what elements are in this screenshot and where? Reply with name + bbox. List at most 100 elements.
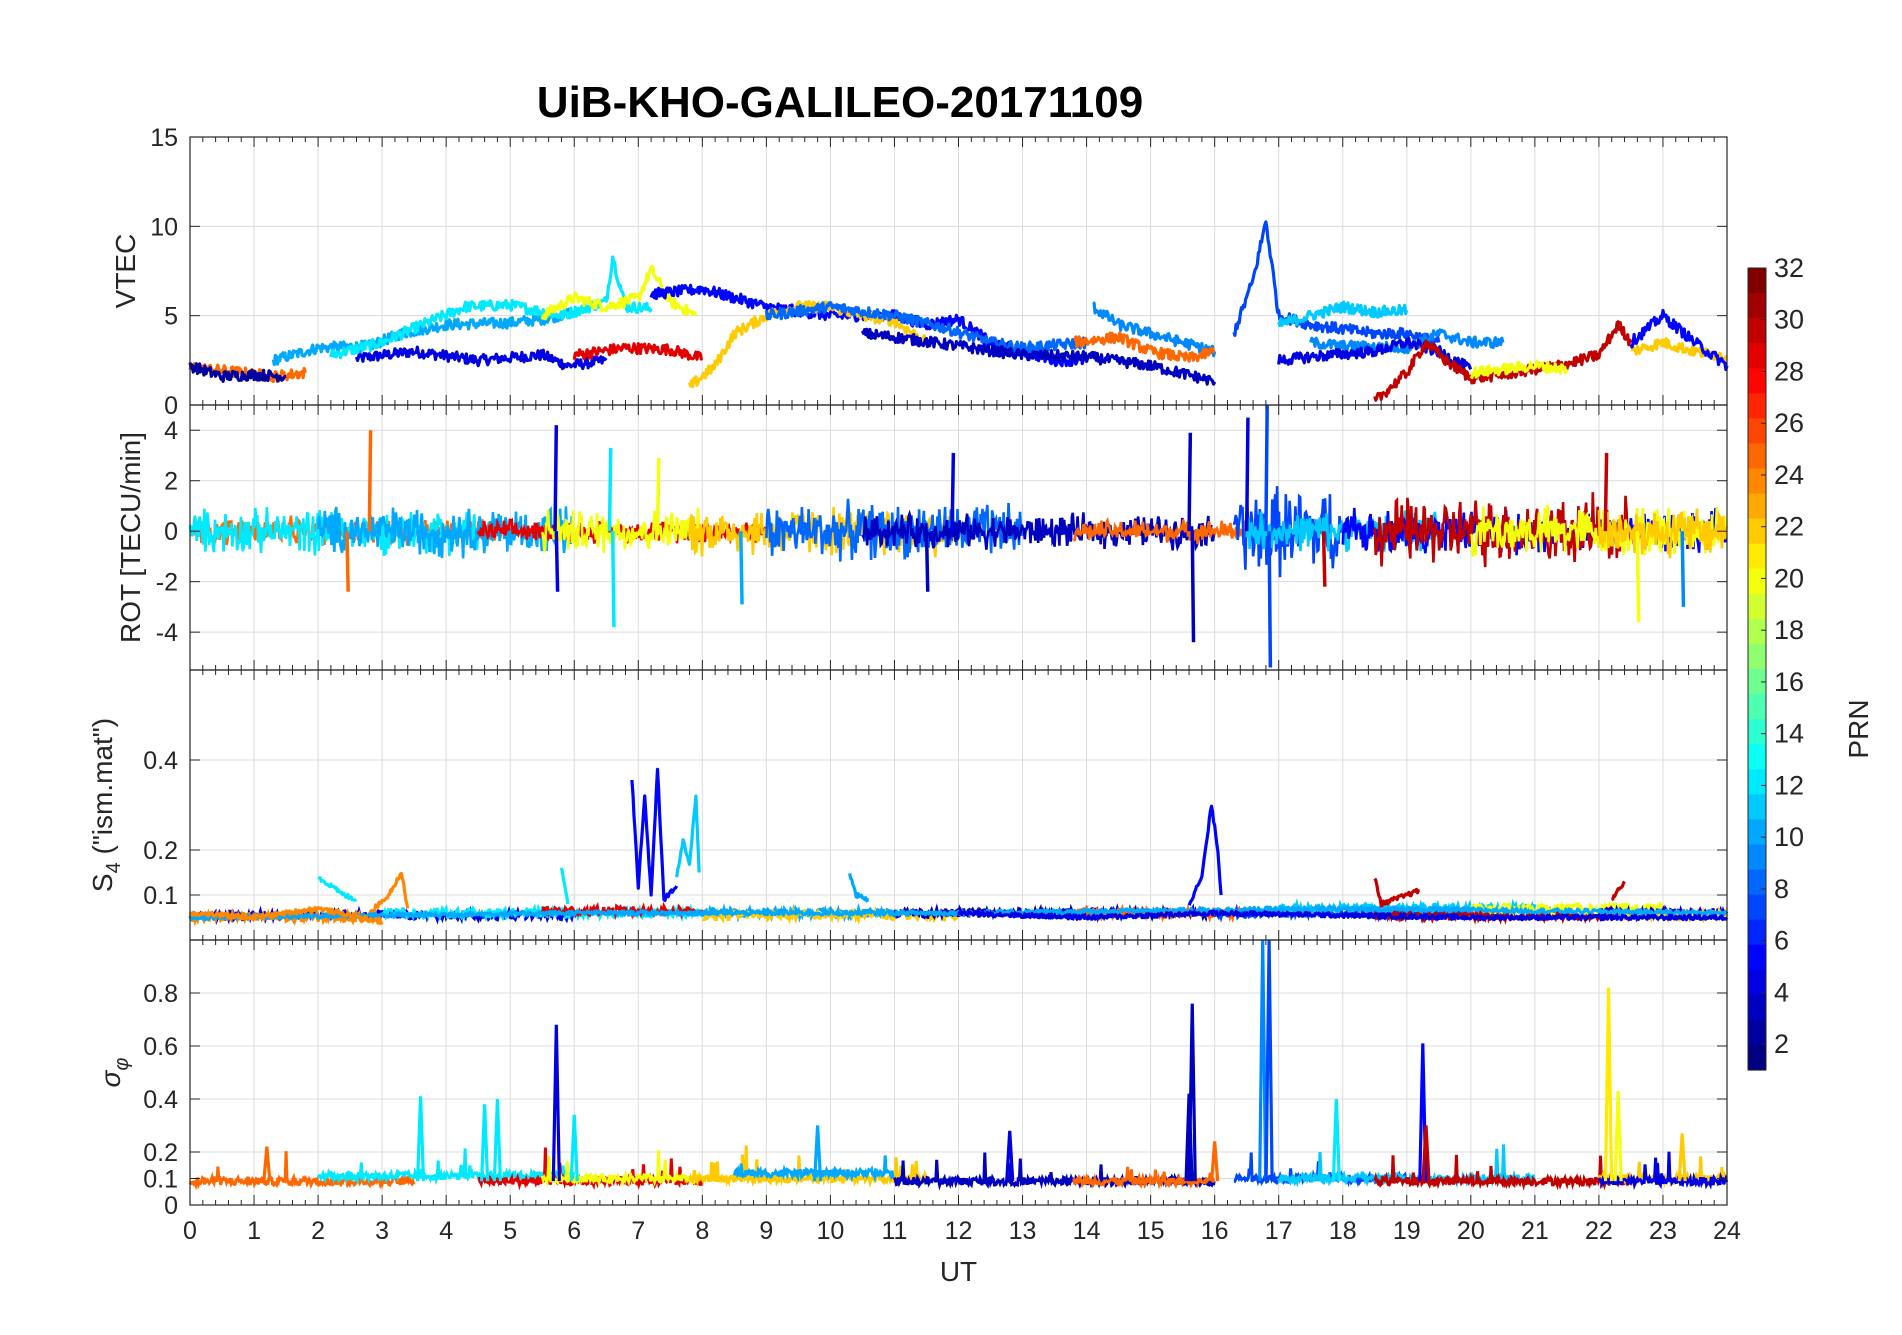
- y-tick-label: 10: [150, 213, 178, 241]
- vtec-series-prn12-2: [329, 255, 653, 360]
- rot-spike-12: [1264, 404, 1269, 532]
- sigma-trace-prn25-0: [188, 1151, 416, 1191]
- y-axis-label-s4: S4 ("ism.mat"): [87, 718, 125, 892]
- s4-series-prn12-3: [317, 875, 358, 902]
- colorbar-tick-label: 28: [1774, 356, 1804, 386]
- x-tick-label: 24: [1713, 1217, 1741, 1245]
- colorbar-tick-label: 14: [1774, 719, 1804, 749]
- sigma-spike-3: [492, 1098, 502, 1182]
- s4-series-prn24-10: [188, 906, 384, 925]
- colorbar-label: PRN: [1843, 699, 1874, 758]
- x-tick-label: 2: [311, 1217, 325, 1245]
- colorbar-cell: [1748, 493, 1766, 520]
- colorbar-cell: [1748, 593, 1766, 620]
- y-tick-label: 0.2: [143, 1139, 178, 1167]
- s4-series-prn12-6: [559, 867, 570, 905]
- colorbar-cell: [1748, 1044, 1766, 1071]
- sigma-trace-prn20-3: [540, 1150, 703, 1188]
- colorbar-cell: [1748, 368, 1766, 394]
- x-tick-label: 1: [247, 1217, 261, 1245]
- vtec-series-prn8-9: [764, 301, 1089, 355]
- colorbar-cell: [1748, 468, 1766, 495]
- colorbar-cell: [1748, 744, 1766, 770]
- sigma-spike-12: [1264, 939, 1274, 1182]
- colorbar-tick-label: 26: [1774, 408, 1804, 438]
- x-tick-label: 11: [881, 1217, 907, 1245]
- rot-trace-prn22-14: [1597, 508, 1728, 559]
- colorbar-cell: [1748, 694, 1766, 720]
- vtec-series-prn25-12: [1073, 331, 1216, 363]
- colorbar-tick-label: 12: [1774, 770, 1804, 800]
- colorbar-tick-label: 20: [1774, 563, 1804, 593]
- vtec-series-prn7-13: [1232, 220, 1441, 347]
- rot-spike-18: [1680, 531, 1686, 607]
- s4-series-prn30-7: [1373, 877, 1421, 908]
- sigma-spike-5: [569, 1114, 579, 1182]
- sigma-spike-9: [1184, 1093, 1194, 1182]
- y-axis-label-sigma_phi: σφ: [95, 1058, 133, 1088]
- x-tick-label: 23: [1649, 1217, 1677, 1245]
- x-axis-label: UT: [940, 1256, 977, 1287]
- x-tick-label: 21: [1521, 1217, 1549, 1245]
- colorbar-cell: [1748, 318, 1766, 344]
- vtec-series-prn20-18: [1469, 359, 1569, 379]
- sigma-spike-7: [1005, 1130, 1015, 1182]
- y-tick-label: -4: [156, 619, 178, 647]
- vtec-series-prn11-14: [1277, 300, 1409, 327]
- colorbar-cell: [1748, 719, 1766, 745]
- colorbar-cell: [1748, 794, 1766, 820]
- colorbar-cell: [1748, 418, 1766, 445]
- colorbar-cell: [1748, 643, 1766, 670]
- vtec-series-prn9-15: [1309, 328, 1505, 355]
- x-tick-label: 18: [1329, 1217, 1357, 1245]
- sigma-spike-18: [1677, 1133, 1687, 1182]
- frame-sigma_phi: 00.10.2 0.4 0.6 0.8: [143, 939, 1728, 1220]
- colorbar-tick-label: 4: [1774, 977, 1789, 1007]
- colorbar-tick-label: 22: [1774, 512, 1804, 542]
- y-tick-label: 0.4: [143, 1086, 178, 1114]
- colorbar-cell: [1748, 919, 1766, 946]
- rot-spike-3: [554, 531, 560, 592]
- panel-vtec: [188, 136, 1729, 406]
- y-tick-label: 0.6: [143, 1033, 178, 1061]
- vtec-series-prn20-3: [540, 264, 698, 321]
- colorbar-cell: [1748, 568, 1766, 595]
- rot-trace-prn10-2: [316, 506, 575, 559]
- colorbar-cell: [1748, 1019, 1766, 1046]
- colorbar-cell: [1748, 443, 1766, 470]
- colorbar-frame: [1747, 267, 1767, 1071]
- x-tick-label: 0: [183, 1217, 197, 1245]
- x-tick-label: 8: [695, 1217, 709, 1245]
- sigma-spike-2: [479, 1104, 490, 1182]
- vtec-series-prn29-4: [572, 342, 704, 361]
- colorbar-cell: [1748, 518, 1766, 545]
- chart-title: UiB-KHO-GALILEO-20171109: [537, 78, 1143, 127]
- y-tick-label: 0.2: [143, 837, 178, 865]
- y-axis-label-vtec: VTEC: [110, 234, 141, 309]
- y-tick-label: 5: [164, 303, 178, 331]
- rot-spike-16: [1603, 452, 1609, 532]
- x-tick-label: 15: [1137, 1217, 1165, 1245]
- sigma-trace-prn25-7: [1072, 1166, 1216, 1190]
- y-tick-label: 4: [164, 417, 178, 445]
- x-tick-label: 9: [759, 1217, 773, 1245]
- panel-sigma_phi: [188, 939, 1729, 1206]
- colorbar-cell: [1748, 844, 1766, 871]
- s4-series-prn30-8: [1610, 880, 1626, 902]
- s4-series-prn4-11: [957, 909, 1729, 922]
- colorbar-tick-label: 18: [1774, 615, 1804, 645]
- y-tick-label: 0.4: [143, 747, 178, 775]
- s4-series-prn5-2: [1187, 804, 1223, 906]
- y-tick-label: -2: [156, 569, 178, 597]
- y-tick-label: 0.8: [143, 980, 178, 1008]
- y-tick-label: 0.1: [143, 1166, 178, 1194]
- sigma-spike-17: [1613, 1090, 1623, 1182]
- rot-spike-6: [655, 457, 661, 532]
- sigma-spike-15: [1421, 1125, 1431, 1182]
- y-tick-label: 0.1: [143, 882, 178, 910]
- x-tick-label: 14: [1073, 1217, 1101, 1245]
- rot-spike-2: [553, 425, 559, 532]
- colorbar-cell: [1748, 393, 1766, 419]
